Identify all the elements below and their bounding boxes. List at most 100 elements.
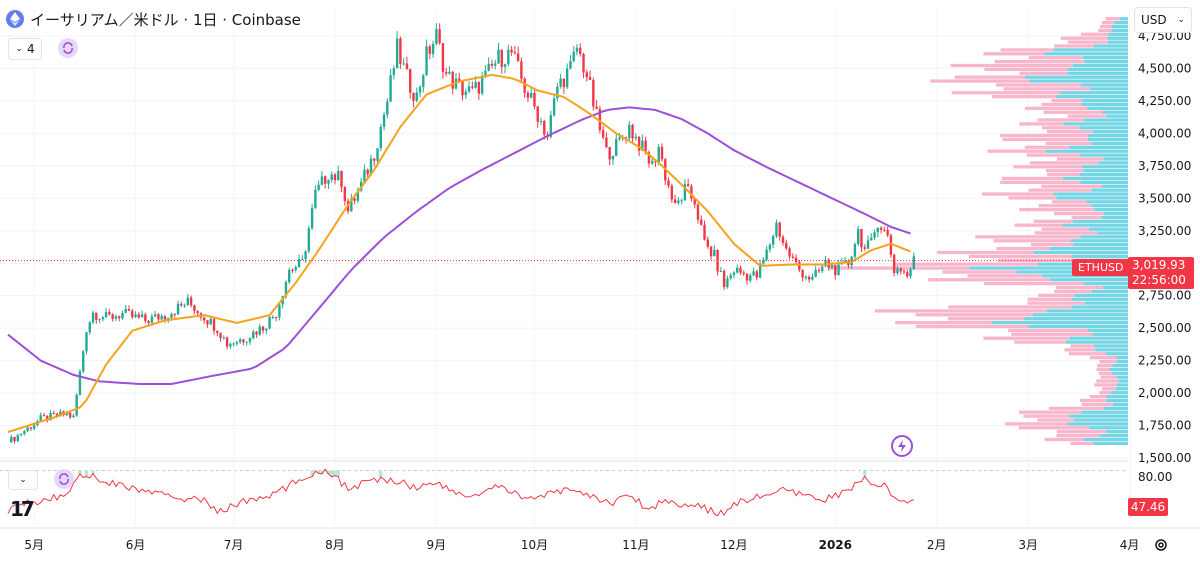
candle-body [592,79,595,107]
x-tick-label: 9月 [427,538,447,552]
candle-body [765,249,768,260]
sync-icon[interactable] [58,38,78,58]
lightning-icon[interactable] [891,435,913,457]
vp-bar-down [1100,24,1112,29]
candle-body [565,68,569,88]
candle-body [369,158,373,175]
candle-body [216,330,219,333]
vp-bar-down [948,317,1025,321]
candle-body [624,137,628,139]
vp-bar-up [1088,227,1128,231]
vp-bar-down [915,313,1033,317]
candle-body [680,200,683,202]
candle-body [284,282,288,297]
candle-body [804,276,808,278]
vp-bar-down [1052,200,1087,204]
candle-body [870,237,873,241]
candle-body [376,148,379,161]
candle-body [778,222,781,237]
gear-icon[interactable] [1152,536,1170,554]
candle-body [843,260,847,263]
chart-header: イーサリアム／米ドル · 1日 · Coinbase [6,4,301,34]
vp-bar-up [1117,359,1128,364]
vp-bar-up [1062,176,1128,181]
candle-body [647,152,651,164]
candle-body [670,185,674,200]
vp-bar-up [1084,301,1128,305]
candle-body [399,38,402,64]
candle-body [886,229,889,236]
candle-body [588,77,592,80]
candle-body [363,169,366,182]
symbol-title[interactable]: イーサリアム／米ドル · 1日 · Coinbase [30,10,301,29]
vp-bar-down [1041,102,1082,107]
ma-slow-line [7,106,911,385]
bar-countdown: 22:56:00 [1132,273,1186,287]
vp-bar-up [1092,130,1128,134]
candle-body [644,140,647,153]
candle-body [451,71,454,89]
y-tick-label: 1,750.00 [1138,419,1191,433]
candle-body [91,312,95,323]
currency-select[interactable]: USD ⌄ [1134,7,1192,33]
vp-bar-up [1111,371,1128,375]
vp-bar-up [1093,441,1128,446]
candle-body [186,297,190,306]
candle-body [719,270,723,272]
candle-body [722,270,726,288]
candle-body [59,411,62,417]
candle-body [752,271,755,276]
current-price-label: 3,019.93 22:56:00 [1128,257,1194,289]
rsi-collapse-button[interactable]: ⌄ [8,470,38,490]
vp-bar-down [1044,437,1084,442]
candle-body [438,29,441,44]
vp-bar-up [1106,114,1128,118]
vp-bar-up [1092,332,1128,336]
candle-body [700,219,703,225]
candle-body [510,49,513,53]
vp-bar-up [1108,40,1128,44]
candle-body [68,412,72,418]
tradingview-logo[interactable]: 17 [10,497,35,521]
vp-bar-up [1103,406,1128,410]
candle-body [418,87,422,93]
rsi-sync-icon[interactable] [54,469,74,489]
candle-body [124,309,127,313]
candle-body [471,86,474,88]
vp-bar-down [1067,40,1109,44]
candle-body [628,124,631,139]
candle-body [409,69,412,93]
candle-body [307,228,311,252]
vp-bar-down [928,278,1051,282]
candle-body [98,319,101,321]
vp-bar-down [1096,379,1119,383]
candle-body [337,170,340,181]
candle-body [235,342,239,344]
candle-body [82,351,85,372]
vp-bar-down [1001,176,1063,181]
y-tick-label: 3,750.00 [1138,159,1191,173]
candle-body [490,63,494,66]
vp-bar-down [1041,184,1102,188]
x-tick-label: 7月 [224,538,244,552]
vp-bar-up [1086,200,1128,204]
vp-bar-up [1087,137,1128,142]
vp-bar-down [1048,406,1104,410]
candle-body [353,198,356,201]
indicator-toggle[interactable]: ⌄ 4 [8,38,42,60]
vp-bar-up [1106,394,1128,399]
candle-body [801,269,804,278]
y-tick-label: 1,500.00 [1138,451,1191,465]
candle-body [157,314,160,320]
candle-body [356,190,360,201]
time-axis[interactable]: 5月 6月 7月 8月 9月 10月 11月 12月 2026 2月 3月 4月 [24,538,1139,552]
candle-body [13,436,16,442]
price-axis[interactable]: 1,500.00 1,750.00 2,000.00 2,250.00 2,500.00… [1138,29,1191,465]
candle-body [467,86,471,92]
vp-bar-down [948,305,1072,309]
x-tick-label: 5月 [24,538,44,552]
vp-bar-up [1083,169,1128,173]
vp-bar-down [983,336,1070,340]
candle-body [579,47,582,54]
